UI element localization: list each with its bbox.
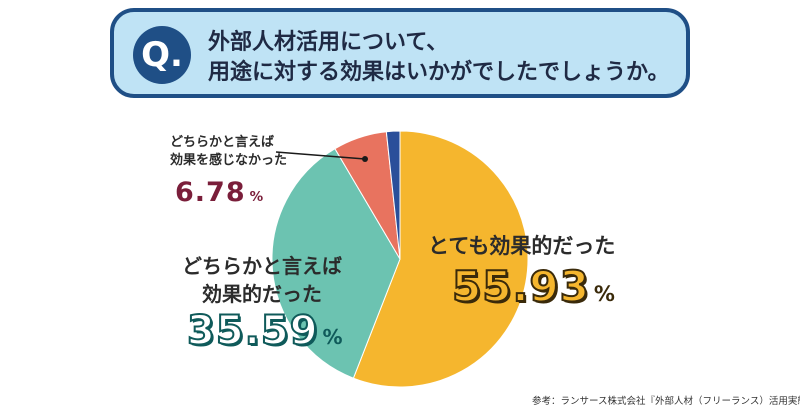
slice-value-somewhat-effective: 35.59% [186, 307, 344, 355]
slice-label-not-effective-line-1: どちらかと言えば [170, 135, 275, 150]
leader-line [275, 151, 366, 160]
slice-other [385, 130, 401, 260]
slice-label-very-effective: とても効果的だった [428, 234, 616, 258]
leader-dot [362, 156, 368, 162]
question-banner [110, 8, 690, 98]
slice-label-not-effective: どちらかと言えば 効果を感じなかった [170, 134, 287, 170]
slice-label-somewhat-effective-line-1: どちらかと言えば [182, 254, 342, 278]
slice-value-not-effective-unit: % [249, 189, 265, 205]
slice-value-very-effective-number: 55.93 [451, 261, 590, 312]
slice-value-not-effective: 6.78% [175, 177, 264, 208]
question-line-1: 外部人材活用について、 [208, 30, 449, 55]
question-line-2: 用途に対する効果はいかがでしたでしょうか。 [208, 60, 670, 85]
slice-label-not-effective-line-2: 効果を感じなかった [170, 153, 288, 168]
slice-somewhat-effective [271, 148, 401, 379]
slice-label-somewhat-effective-line-2: 効果的だった [202, 282, 322, 306]
source-note: 参考：ランサース株式会社『外部人材（フリーランス）活用実態調査』 [532, 396, 800, 407]
slice-value-very-effective: 55.93% [451, 261, 616, 312]
question-text: 外部人材活用について、 用途に対する効果はいかがでしたでしょうか。 [208, 28, 670, 88]
slice-value-very-effective-unit: % [593, 282, 616, 306]
slice-very-effective [352, 130, 529, 388]
slice-label-somewhat-effective: どちらかと言えば 効果的だった [182, 252, 342, 308]
slice-value-not-effective-number: 6.78 [175, 177, 246, 208]
question-badge: Q. [133, 26, 191, 84]
slice-value-somewhat-effective-number: 35.59 [186, 307, 319, 355]
slice-value-somewhat-effective-unit: % [322, 325, 344, 349]
